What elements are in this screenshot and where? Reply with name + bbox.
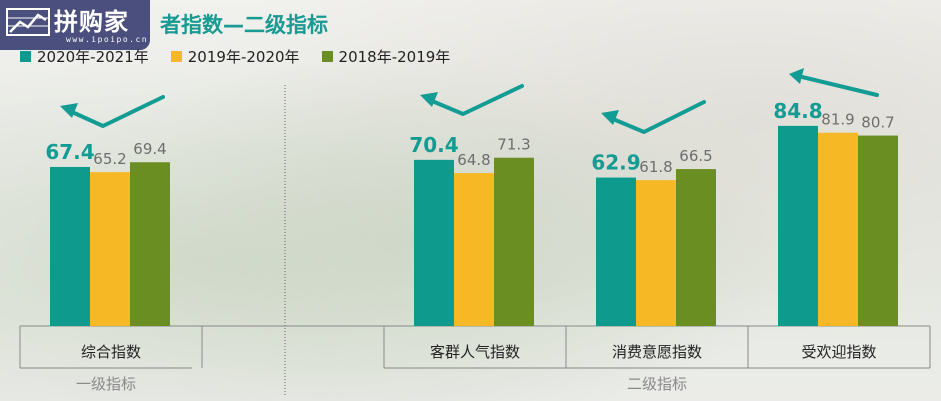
trend-arrow-head-1 — [420, 92, 438, 107]
legend-label: 2018年-2019年 — [338, 48, 451, 66]
data-label-0-1: 70.4 — [409, 133, 458, 157]
group-label-0: 一级指标 — [76, 375, 136, 393]
bar-0-2 — [596, 177, 636, 326]
bar-1-1 — [454, 173, 494, 326]
bar-2-2 — [676, 169, 716, 326]
logo-chart-icon — [6, 8, 50, 36]
legend-item-2020-2021: 2020年-2021年 — [20, 46, 149, 67]
data-label-2-2: 66.5 — [679, 147, 712, 165]
bar-2-0 — [130, 162, 170, 326]
legend-swatch — [321, 51, 333, 62]
page-title: 者指数—二级指标 — [160, 13, 328, 37]
legend-item-2018-2019: 2018年-2019年 — [321, 46, 451, 67]
legend-swatch — [170, 51, 182, 62]
trend-arrow-0 — [70, 95, 165, 128]
data-label-2-0: 69.4 — [133, 140, 166, 158]
data-label-0-2: 62.9 — [591, 151, 640, 175]
data-label-1-2: 61.8 — [639, 158, 672, 176]
logo-name: 拼购家 — [54, 8, 129, 36]
trend-arrow-head-2 — [601, 110, 619, 125]
bar-1-0 — [90, 172, 130, 326]
bar-0-0 — [50, 166, 90, 326]
data-label-2-3: 80.7 — [861, 114, 894, 132]
data-label-0-0: 67.4 — [45, 140, 94, 164]
category-label-2: 消费意愿指数 — [612, 343, 702, 361]
legend-label: 2020年-2021年 — [37, 48, 149, 66]
bar-1-3 — [818, 132, 858, 326]
trend-arrow-3 — [796, 74, 879, 97]
data-label-1-0: 65.2 — [93, 150, 126, 168]
trend-arrow-head-3 — [789, 68, 804, 84]
bar-0-1 — [414, 159, 454, 326]
trend-arrow-1 — [430, 84, 524, 116]
data-label-1-1: 64.8 — [457, 151, 490, 169]
bar-0-3 — [778, 125, 818, 326]
legend-swatch — [20, 51, 31, 62]
group-label-1: 二级指标 — [627, 375, 687, 393]
legend-item-2019-2020: 2019年-2020年 — [170, 46, 300, 67]
legend-label: 2019年-2020年 — [187, 48, 300, 66]
logo: 拼购家 www.ipoipo.cn — [0, 0, 150, 50]
data-label-2-1: 71.3 — [497, 136, 530, 154]
data-label-0-3: 84.8 — [773, 99, 822, 123]
category-label-0: 综合指数 — [81, 343, 141, 361]
chart-legend: 2020年-2021年 2019年-2020年 2018年-2019年 — [20, 46, 450, 67]
bar-2-3 — [858, 135, 898, 326]
trend-arrow-2 — [611, 100, 706, 134]
bar-2-1 — [494, 157, 534, 326]
trend-arrow-head-0 — [60, 103, 78, 118]
bar-1-2 — [636, 180, 676, 326]
category-label-3: 受欢迎指数 — [801, 343, 876, 361]
category-label-1: 客群人气指数 — [430, 343, 520, 361]
logo-url: www.ipoipo.cn — [66, 35, 149, 44]
data-label-1-3: 81.9 — [821, 111, 854, 129]
